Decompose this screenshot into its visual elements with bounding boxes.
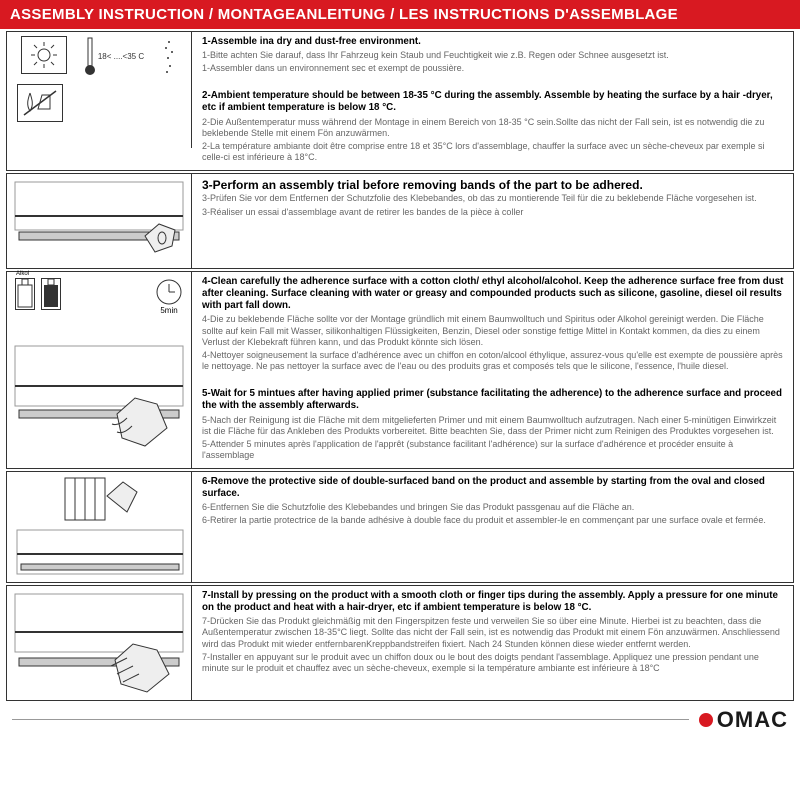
alcohol-bottle-icon: Alkol xyxy=(15,278,35,310)
panel-5-illustration xyxy=(7,586,192,700)
panel-1-illustration: 18< ....<35 C xyxy=(7,32,192,148)
panel-1: 18< ....<35 C 1-Assemble ina dry and dus… xyxy=(6,31,794,171)
panel-4-illustration xyxy=(7,472,192,582)
instruction-line: 1-Assemble ina dry and dust-free environ… xyxy=(202,36,785,48)
instruction-line: 4-Nettoyer soigneusement la surface d'ad… xyxy=(202,350,785,373)
footer-divider xyxy=(12,719,689,720)
instruction-line: 1-Bitte achten Sie darauf, dass Ihr Fahr… xyxy=(202,50,785,61)
trial-fit-icon xyxy=(7,174,192,268)
instruction-line: 4-Die zu beklebende Fläche sollte vor de… xyxy=(202,314,785,348)
instruction-line xyxy=(202,375,785,387)
dust-icon xyxy=(161,36,177,76)
brand-dot-icon xyxy=(699,713,713,727)
instruction-line: 7-Drücken Sie das Produkt gleichmäßig mi… xyxy=(202,616,785,650)
no-water-icon xyxy=(17,84,63,122)
instruction-line: 1-Assembler dans un environnement sec et… xyxy=(202,63,785,74)
instruction-line: 5-Attender 5 minutes après l'application… xyxy=(202,439,785,462)
instruction-line: 6-Remove the protective side of double-s… xyxy=(202,476,785,500)
instruction-line: 2-Die Außentemperatur muss während der M… xyxy=(202,117,785,140)
bottle-label: Alkol xyxy=(16,271,29,277)
panel-2-illustration xyxy=(7,174,192,268)
primer-bottle-icon xyxy=(41,278,61,310)
instruction-line: 7-Install by pressing on the product wit… xyxy=(202,590,785,614)
press-install-icon xyxy=(7,586,192,700)
temp-range-label: 18< ....<35 C xyxy=(98,52,144,61)
thermometer-icon: 18< ....<35 C xyxy=(84,36,144,76)
panel-5: 7-Install by pressing on the product wit… xyxy=(6,585,794,701)
panel-3-text: 4-Clean carefully the adherence surface … xyxy=(192,272,793,468)
instruction-line: 2-La température ambiante doit être comp… xyxy=(202,141,785,164)
panel-3-illustration: Alkol 5min xyxy=(7,272,192,468)
instruction-line xyxy=(202,77,785,89)
header-title: ASSEMBLY INSTRUCTION / MONTAGEANLEITUNG … xyxy=(0,0,800,29)
instruction-line: 6-Retirer la partie protectrice de la ba… xyxy=(202,515,785,526)
peel-tape-icon xyxy=(7,472,192,582)
brand-name: OMAC xyxy=(717,707,788,733)
panel-2-text: 3-Perform an assembly trial before remov… xyxy=(192,174,793,268)
instruction-line: 4-Clean carefully the adherence surface … xyxy=(202,276,785,313)
panel-4-text: 6-Remove the protective side of double-s… xyxy=(192,472,793,582)
instruction-line: 3-Perform an assembly trial before remov… xyxy=(202,178,643,192)
panel-3: Alkol 5min 4-Clean carefully the adheren… xyxy=(6,271,794,469)
instruction-line: 5-Nach der Reinigung ist die Fläche mit … xyxy=(202,415,785,438)
footer: OMAC xyxy=(0,703,800,739)
clock-label: 5min xyxy=(155,306,183,315)
sun-icon xyxy=(21,36,67,74)
brand-logo: OMAC xyxy=(699,707,788,733)
instruction-line: 7-Installer en appuyant sur le produit a… xyxy=(202,652,785,675)
panel-1-text: 1-Assemble ina dry and dust-free environ… xyxy=(192,32,793,170)
instruction-line: 3-Prüfen Sie vor dem Entfernen der Schut… xyxy=(202,193,785,204)
instruction-line: 5-Wait for 5 mintues after having applie… xyxy=(202,388,785,412)
instruction-line: 3-Réaliser un essai d'assemblage avant d… xyxy=(202,207,785,218)
panel-4: 6-Remove the protective side of double-s… xyxy=(6,471,794,583)
cleaning-icon xyxy=(7,338,192,468)
panel-5-text: 7-Install by pressing on the product wit… xyxy=(192,586,793,700)
clock-icon: 5min xyxy=(155,278,183,315)
instruction-line: 2-Ambient temperature should be between … xyxy=(202,90,785,114)
instruction-line: 6-Entfernen Sie die Schutzfolie des Kleb… xyxy=(202,502,785,513)
panel-2: 3-Perform an assembly trial before remov… xyxy=(6,173,794,269)
